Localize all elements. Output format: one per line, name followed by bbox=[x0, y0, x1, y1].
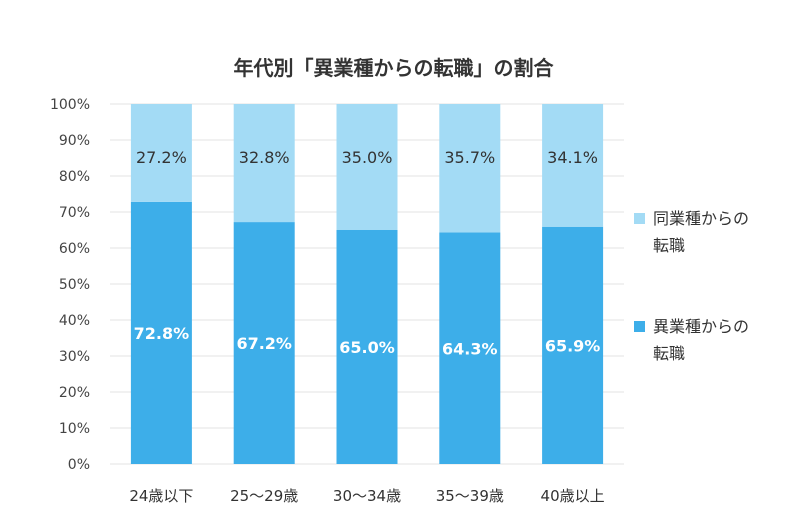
legend-item-same-industry: 同業種からの転職 bbox=[634, 205, 753, 259]
y-tick-label-7: 70% bbox=[59, 205, 90, 221]
bar-same-industry-1 bbox=[233, 104, 295, 223]
y-tick-label-9: 90% bbox=[59, 133, 90, 149]
x-tick-label-1: 25〜29歳 bbox=[230, 487, 298, 505]
data-label-same-industry-4: 34.1% bbox=[547, 148, 598, 167]
y-tick-label-8: 80% bbox=[59, 169, 90, 185]
bar-same-industry-2 bbox=[336, 104, 398, 230]
legend-item-other-industry: 異業種からの転職 bbox=[634, 313, 753, 367]
y-tick-label-4: 40% bbox=[59, 313, 90, 329]
bar-same-industry-3 bbox=[439, 104, 501, 233]
legend-swatch-other-industry bbox=[634, 321, 645, 332]
bar-other-industry-0 bbox=[130, 201, 192, 465]
bar-same-industry-0 bbox=[130, 104, 192, 202]
data-label-other-industry-4: 65.9% bbox=[545, 336, 601, 355]
x-tick-label-3: 35〜39歳 bbox=[436, 487, 504, 505]
y-tick-label-2: 20% bbox=[59, 385, 90, 401]
chart-title: 年代別「異業種からの転職」の割合 bbox=[233, 56, 554, 80]
legend-label-other-industry: 異業種からの転職 bbox=[653, 317, 750, 363]
data-label-other-industry-0: 72.8% bbox=[134, 324, 190, 343]
y-tick-label-5: 50% bbox=[59, 277, 90, 293]
y-tick-label-6: 60% bbox=[59, 241, 90, 257]
bar-same-industry-4 bbox=[542, 104, 604, 227]
bar-other-industry-2 bbox=[336, 230, 398, 464]
legend-swatch-same-industry bbox=[634, 213, 645, 224]
bar-other-industry-1 bbox=[233, 222, 295, 464]
y-tick-label-3: 30% bbox=[59, 349, 90, 365]
y-tick-label-10: 100% bbox=[50, 97, 90, 113]
x-tick-label-4: 40歳以上 bbox=[541, 487, 605, 505]
y-tick-label-1: 10% bbox=[59, 421, 90, 437]
x-tick-label-2: 30〜34歳 bbox=[333, 487, 401, 505]
data-label-same-industry-2: 35.0% bbox=[342, 148, 393, 167]
data-label-same-industry-0: 27.2% bbox=[136, 148, 187, 167]
legend-label-same-industry: 同業種からの転職 bbox=[653, 209, 750, 255]
bar-other-industry-4 bbox=[542, 226, 604, 464]
data-label-same-industry-3: 35.7% bbox=[444, 148, 495, 167]
bar-other-industry-3 bbox=[439, 232, 501, 464]
y-tick-label-0: 0% bbox=[68, 457, 90, 473]
x-tick-label-0: 24歳以下 bbox=[129, 487, 193, 505]
data-label-same-industry-1: 32.8% bbox=[239, 148, 290, 167]
data-label-other-industry-1: 67.2% bbox=[236, 334, 292, 353]
data-label-other-industry-3: 64.3% bbox=[442, 339, 498, 358]
data-label-other-industry-2: 65.0% bbox=[339, 338, 395, 357]
